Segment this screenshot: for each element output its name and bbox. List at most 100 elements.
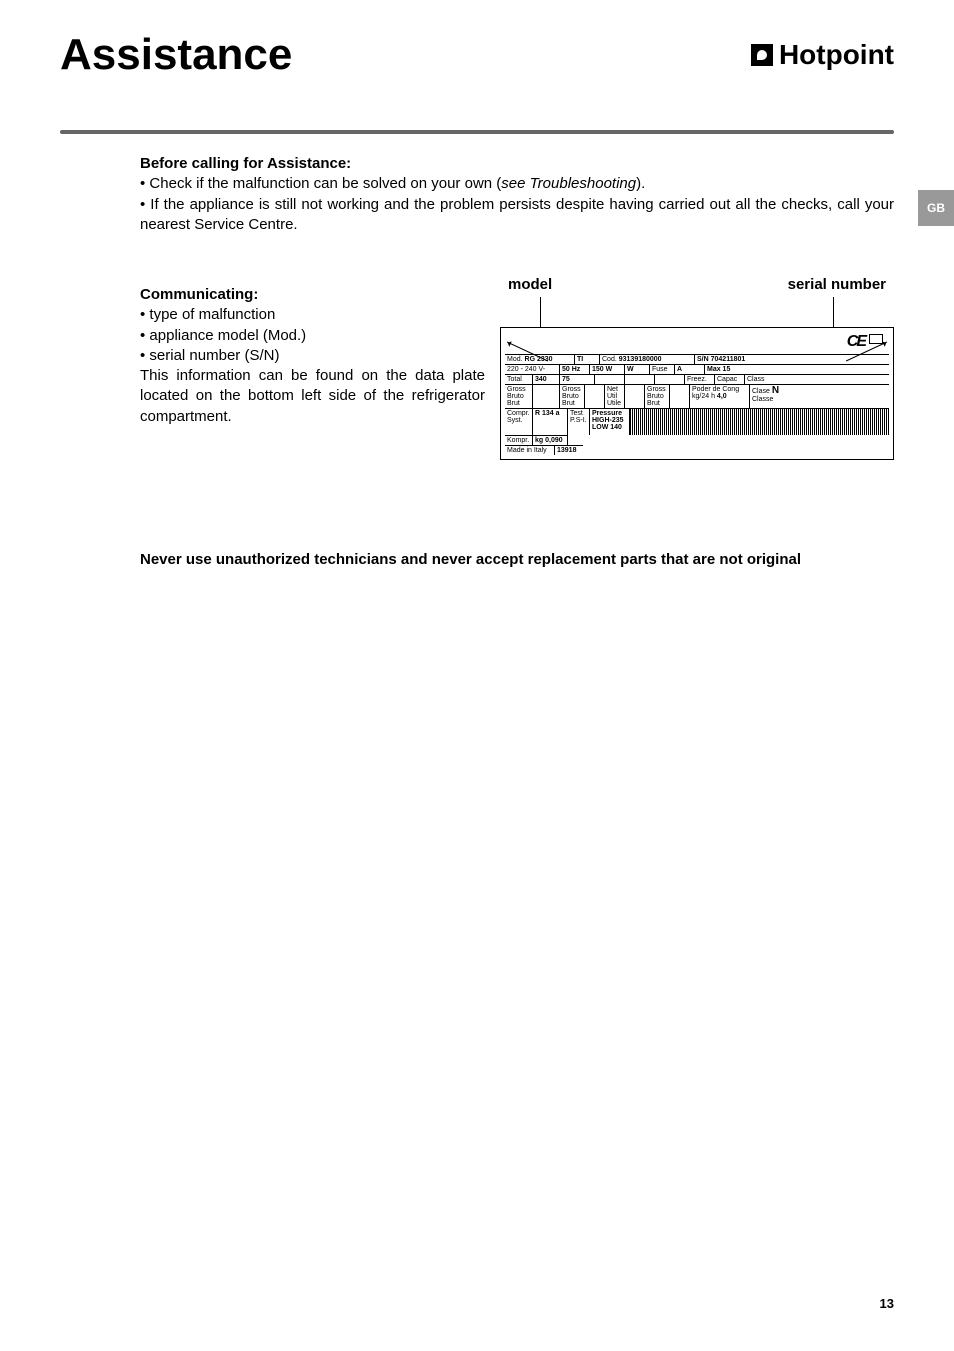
value: 13918 [557,447,576,454]
value: 340 [535,376,547,383]
plate-cell: 150 W [590,365,625,374]
label: kg/24 h [692,393,715,400]
plate-row: Compr. Syst. R 134 a Test P.S-I. Pressur… [505,408,889,435]
text: If the appliance is still not working an… [140,196,894,233]
plate-row: Made in Italy 13918 [505,445,889,455]
hotpoint-icon [751,44,773,66]
plate-cell: Gross Bruto Brut [645,385,670,408]
label: Mod. [507,356,523,363]
callout-line [540,297,541,327]
plate-cell: Cod. 93139180000 [600,355,695,364]
ce-mark-icon: CE [847,334,865,350]
plate-cell: Class [745,375,889,384]
callout-model: model [508,275,552,295]
label: S/N [697,356,709,363]
plate-cell: Capac [715,375,745,384]
plate-row: Gross Bruto Brut Gross Bruto Brut Net Ut… [505,384,889,408]
plate-cell: Pressure HIGH-235 LOW 140 [590,409,630,435]
plate-cell: Max 15 [705,365,889,374]
page-title: Assistance [60,30,292,80]
plate-cell: S/N 704211801 [695,355,889,364]
label: Cod. [602,356,617,363]
value: TI [577,356,583,363]
two-column-row: Communicating: type of malfunction appli… [140,275,894,460]
plate-cell: R 134 a [533,409,568,435]
plate-cell [670,385,690,408]
callout-serial: serial number [788,275,886,295]
label: Clase [752,388,770,395]
list-item: If the appliance is still not working an… [140,195,894,236]
value: 4,0 [717,393,727,400]
brand-name: Hotpoint [779,39,894,71]
list-item: appliance model (Mod.) [140,326,485,346]
brand-logo: Hotpoint [751,39,894,71]
plate-cell [625,385,645,408]
label: Test [570,410,583,417]
value: 50 Hz [562,366,580,373]
plate-row: Mod. RG 2330 TI Cod. 93139180000 S/N 704… [505,354,889,364]
content-area: Before calling for Assistance: Check if … [0,154,954,571]
value: HIGH-235 [592,417,624,424]
left-column: Communicating: type of malfunction appli… [140,275,485,460]
plate-cell: Made in Italy [505,445,555,455]
value: kg 0,090 [535,437,563,444]
plate-cell: 220 - 240 V- [505,365,560,374]
plate-cell: 340 [533,375,560,384]
plate-cell: Poder de Cong kg/24 h 4,0 [690,385,750,408]
comm-list: type of malfunction appliance model (Mod… [140,305,485,366]
language-tab: GB [918,190,954,226]
plate-cell [585,385,605,408]
plate-cell: Net Util Utile [605,385,625,408]
value: W [627,366,634,373]
plate-row: Kompr. kg 0,090 [505,435,889,445]
plate-top-icons: CE [505,332,889,354]
plate-cell: TI [575,355,600,364]
plate-cell: Freez. [685,375,715,384]
intro-heading: Before calling for Assistance: [140,154,894,174]
plate-cell [655,375,685,384]
plate-cell [595,375,625,384]
plate-cell: Gross Bruto Brut [505,385,533,408]
label: Pressure [592,410,622,417]
label: Poder de Cong [692,386,739,393]
warning-text: Never use unauthorized technicians and n… [140,550,894,570]
value: N [772,385,779,396]
plate-cell: 50 Hz [560,365,590,374]
plate-cell: Kompr. [505,435,533,445]
plate-cell: Clase N Classe [750,385,889,408]
plate-cell: Gross Bruto Brut [560,385,585,408]
page-number: 13 [880,1296,894,1311]
callout-lines [500,297,894,327]
intro-list: Check if the malfunction can be solved o… [140,174,894,235]
comm-note: This information can be found on the dat… [140,366,485,427]
list-item: serial number (S/N) [140,346,485,366]
data-plate: CE Mod. RG 2330 TI Cod. 93139180000 S/N … [500,327,894,460]
value: R 134 a [535,410,560,417]
plate-cell: 13918 [555,445,583,455]
plate-cell: A [675,365,705,374]
plate-cell: Compr. Syst. [505,409,533,435]
label: P.S-I. [570,417,587,424]
text-em: see Troubleshooting [501,175,636,192]
value: 150 W [592,366,612,373]
value: A [677,366,682,373]
list-item: Check if the malfunction can be solved o… [140,174,894,194]
plate-cell: 75 [560,375,595,384]
plate-cell [568,435,572,445]
comm-heading: Communicating: [140,285,485,305]
dustbin-icon [869,334,883,344]
plate-cell: kg 0,090 [533,435,568,445]
list-item: type of malfunction [140,305,485,325]
text: Check if the malfunction can be solved o… [149,175,501,192]
value: 704211801 [711,356,746,363]
plate-row: Total 340 75 Freez. Capac Class [505,374,889,384]
plate-cell: Fuse [650,365,675,374]
plate-callouts: model serial number [500,275,894,297]
plate-cell [625,375,655,384]
divider [60,130,894,134]
page-header: Assistance Hotpoint [0,0,954,80]
plate-cell [533,385,560,408]
value: 93139180000 [619,356,662,363]
value: 75 [562,376,570,383]
text: ). [636,175,645,192]
